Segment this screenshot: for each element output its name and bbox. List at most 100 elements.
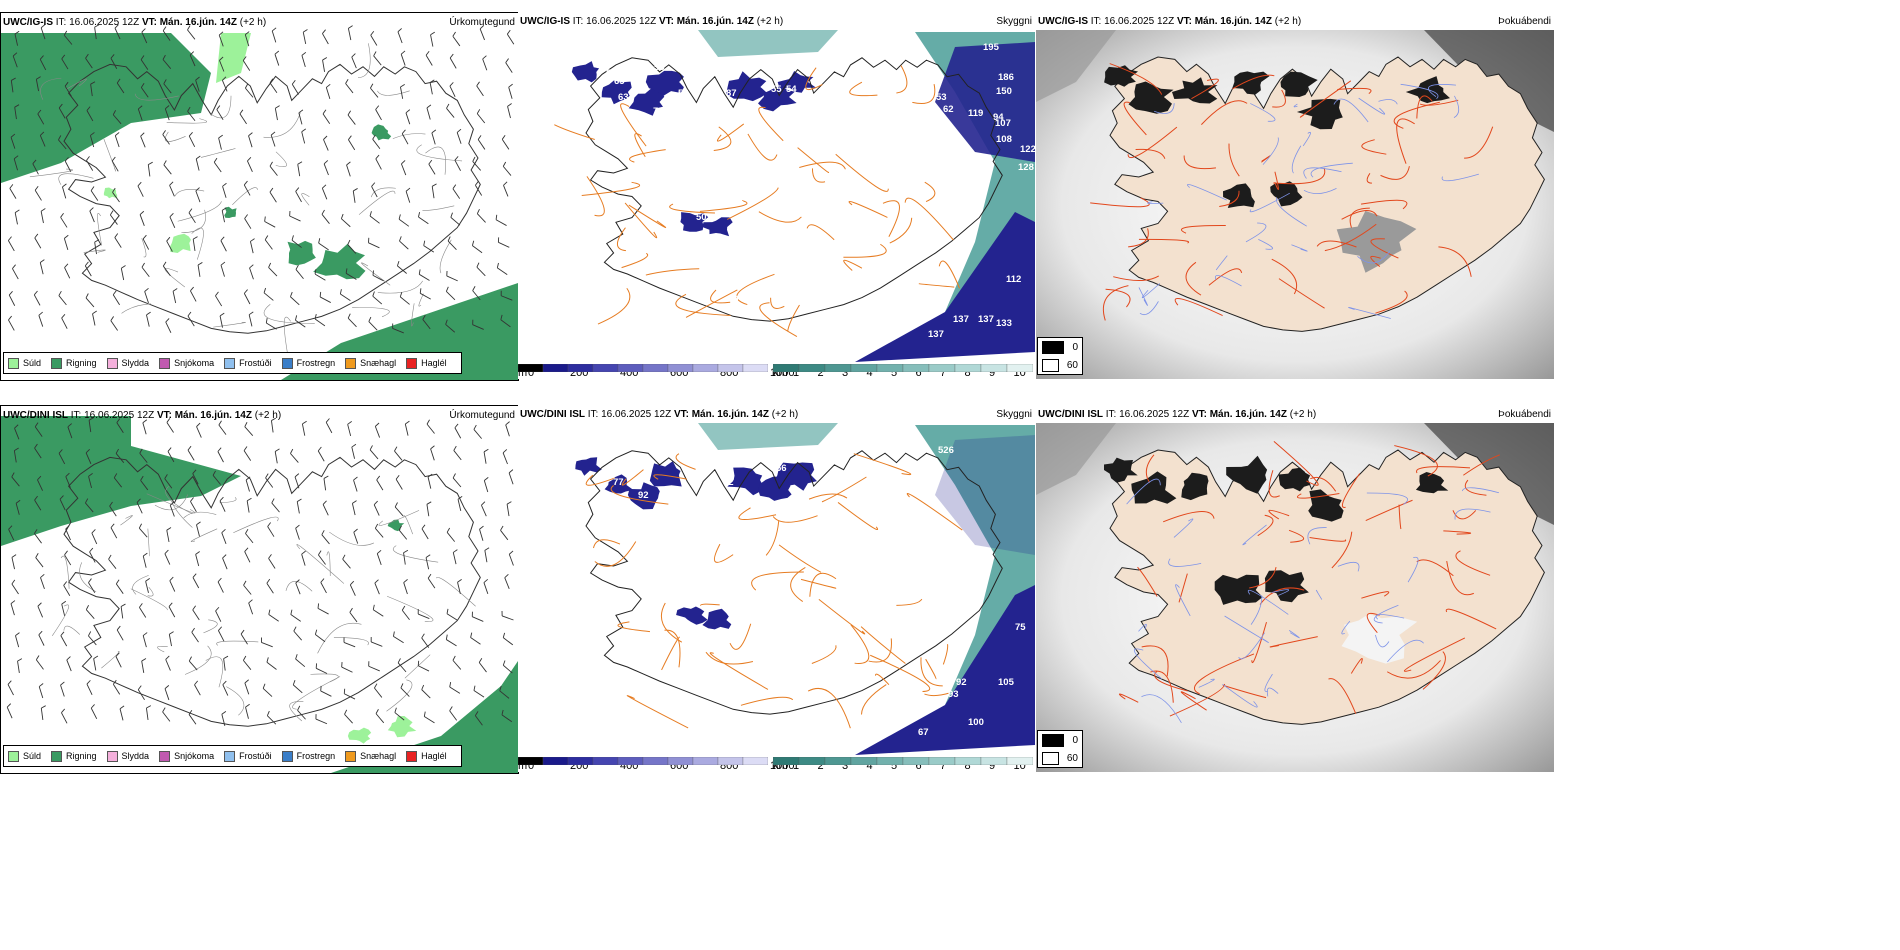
wind-barbs [7, 24, 515, 334]
cloud-base-label: 49 [728, 294, 739, 305]
fog-legend-label: 0 [1072, 341, 1078, 353]
title-vt-label: VT: [156, 410, 172, 421]
cloud-base-label: 82 [723, 477, 734, 488]
colorbar-cell [772, 363, 800, 373]
colorbar-tick: 3 [842, 760, 849, 772]
legend-label: Snæhagl [360, 751, 397, 761]
colorbar-unit: m [518, 760, 528, 772]
legend-item: Slydda [106, 750, 150, 762]
colorbar-cell [876, 363, 904, 373]
coastline [63, 63, 481, 334]
fog-grey-area [1036, 423, 1116, 495]
precip-area-northwest [1, 416, 241, 546]
colorbar-cell [1006, 756, 1034, 766]
cloud-base-label: 55 [771, 84, 782, 95]
fog-patch [1415, 472, 1449, 494]
title-vt-value: Mán. 16.jún. 14Z [1206, 409, 1287, 420]
legend-item: Súld [8, 357, 41, 369]
cloud-base-label: 58 [678, 88, 689, 99]
panel-title: UWC/IG-IS IT: 16.06.2025 12Z VT: Mán. 16… [1038, 16, 1301, 27]
cloud-base-label: 65 [614, 76, 625, 87]
cloud-base-label: 133 [996, 318, 1012, 329]
road-network [1118, 440, 1500, 717]
legend-label: Slydda [121, 751, 150, 761]
title-vt-value: Mán. 16.jún. 14Z [673, 16, 754, 27]
fog-legend-row: 60 [1038, 749, 1082, 767]
colorbar-cell [617, 363, 644, 373]
colorbar-cell [667, 756, 694, 766]
precip-map [1, 24, 518, 380]
legend-swatch [159, 750, 171, 762]
colorbar-tick: 2 [817, 760, 824, 772]
cloud-base-label: 93 [948, 689, 959, 700]
cloud-base-label: 50 [696, 212, 707, 223]
cloud-base-label: 53 [936, 92, 947, 103]
colorbar-unit: m [518, 367, 528, 379]
coastline [585, 450, 1003, 715]
cloud-base-label: 128 [1018, 162, 1034, 173]
precip-area-southeast [331, 661, 518, 773]
legend-label: Súld [23, 751, 42, 761]
fog-map [1036, 30, 1554, 379]
title-vt-label: VT: [658, 16, 674, 27]
colorbar-cell [928, 756, 956, 766]
colorbar-cell [642, 363, 669, 373]
colorbar-tick: 7 [940, 760, 947, 772]
legend-swatch [281, 750, 293, 762]
title-model: UWC/IG-IS [1038, 16, 1088, 27]
colorbar-tick: 6 [915, 760, 922, 772]
precip-map [1, 416, 518, 773]
road-network [1090, 63, 1494, 321]
cloud-base-area [758, 85, 797, 112]
cloud-base-label: 57 [788, 110, 799, 121]
fog-patch [1278, 467, 1311, 492]
colorbar-cell [592, 756, 619, 766]
cloud-base-area [601, 80, 632, 105]
title-model: UWC/DINI ISL [520, 409, 585, 420]
legend-label: Frostregn [296, 358, 336, 368]
legend-label: Rigning [66, 358, 97, 368]
precip-type-legend: Súld Rigning Slydda Snjókoma Frostúði Frostre… [3, 745, 462, 767]
fog-panel-igis: UWC/IG-IS IT: 16.06.2025 12Z VT: Mán. 16… [1036, 12, 1554, 379]
legend-label: Snjókoma [174, 751, 215, 761]
precip-area-northwest [1, 33, 211, 183]
legend-swatch [345, 750, 357, 762]
title-init: IT: 16.06.2025 12Z [1103, 409, 1192, 420]
colorbar-cell [592, 363, 619, 373]
colorbar-cell [567, 756, 594, 766]
colorbar-cell [850, 756, 878, 766]
cloud-base-area [627, 482, 660, 510]
colorbar-cell [980, 756, 1008, 766]
road-network [29, 43, 463, 354]
cloud-base-label: 94 [668, 122, 679, 133]
legend-item: Frostúði [224, 750, 272, 762]
fog-patch [1341, 614, 1418, 664]
legend-item: Haglél [406, 750, 447, 762]
cloud-base-area [645, 70, 684, 96]
fog-legend-label: 60 [1066, 359, 1078, 371]
cloud-base-label: 81 [640, 432, 651, 443]
cloud-base-label: 94 [993, 112, 1004, 123]
fog-patch [1232, 71, 1270, 95]
legend-label: Slydda [121, 358, 150, 368]
cloud-base-label: 195 [983, 42, 1000, 53]
cloud-base-label: 112 [1006, 274, 1021, 285]
colorbar-cell [772, 756, 800, 766]
visibility-area-north [698, 30, 838, 57]
fog-patch [1172, 77, 1218, 104]
fog-patch [1296, 98, 1343, 130]
legend-label: Snæhagl [360, 358, 397, 368]
cloud-base-area [649, 461, 682, 487]
fog-patch [1104, 65, 1138, 87]
precip-area [313, 243, 366, 280]
colorbar-cell [1006, 363, 1034, 373]
cloud-base-label: 75 [1015, 622, 1026, 633]
fog-patch [1181, 472, 1209, 501]
precip-title: Úrkomutegund [449, 17, 515, 28]
fog-map [1036, 423, 1554, 772]
cloud-base-label: 150 [996, 86, 1012, 97]
cloud-base-area [575, 457, 602, 476]
cloud-base-label: 53 [606, 68, 617, 79]
title-init: IT: 16.06.2025 12Z [1088, 16, 1177, 27]
cloud-base-area [777, 71, 817, 93]
